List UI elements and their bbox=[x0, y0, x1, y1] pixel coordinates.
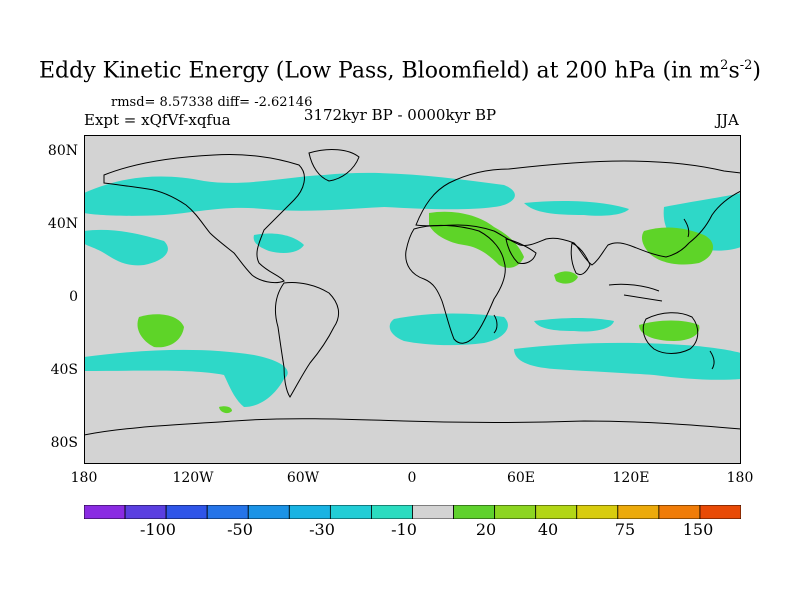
y-tick-80s: 80S bbox=[50, 435, 78, 451]
eurasia-outline bbox=[415, 160, 741, 266]
india-outline bbox=[570, 242, 591, 276]
colorbar-label-neg100: -100 bbox=[140, 520, 176, 539]
indonesia-outline bbox=[608, 283, 663, 302]
x-tick-120w: 120W bbox=[172, 470, 214, 486]
greenland-outline bbox=[308, 149, 360, 182]
season-label: JJA bbox=[716, 111, 739, 129]
colorbar bbox=[84, 505, 741, 519]
y-tick-0: 0 bbox=[69, 289, 78, 305]
colorbar-label-neg30: -30 bbox=[309, 520, 335, 539]
x-tick-180e: 180 bbox=[726, 470, 754, 486]
colorbar-box bbox=[617, 505, 660, 519]
colorbar-box bbox=[699, 505, 741, 519]
arabia-outline bbox=[505, 238, 537, 264]
colorbar-box bbox=[535, 505, 578, 519]
x-tick-60e: 60E bbox=[506, 470, 536, 486]
australia-outline bbox=[642, 312, 699, 354]
colorbar-label-150: 150 bbox=[682, 520, 714, 539]
map-frame bbox=[84, 135, 741, 464]
colorbar-label-neg50: -50 bbox=[227, 520, 253, 539]
colorbar-label-20: 20 bbox=[475, 520, 497, 539]
colorbar-label-neg10: -10 bbox=[391, 520, 417, 539]
stats-label: rmsd= 8.57338 diff= -2.62146 bbox=[111, 95, 313, 110]
x-tick-180w: 180 bbox=[70, 470, 98, 486]
continent-outlines bbox=[84, 149, 741, 436]
x-tick-120e: 120E bbox=[612, 470, 650, 486]
colorbar-box bbox=[576, 505, 619, 519]
colorbar-box bbox=[371, 505, 413, 519]
x-tick-60w: 60W bbox=[286, 470, 320, 486]
colorbar-box bbox=[453, 505, 496, 519]
colorbar-box bbox=[124, 505, 167, 519]
colorbar-box bbox=[165, 505, 208, 519]
experiment-label: Expt = xQfVf-xqfua bbox=[84, 111, 231, 129]
period-label: 3172kyr BP - 0000kyr BP bbox=[303, 106, 497, 124]
colorbar-label-75: 75 bbox=[614, 520, 636, 539]
new-zealand-outline bbox=[709, 350, 715, 370]
colorbar-label-40: 40 bbox=[537, 520, 559, 539]
x-tick-0: 0 bbox=[407, 470, 417, 486]
y-tick-40n: 40N bbox=[47, 216, 78, 232]
map-title: Eddy Kinetic Energy (Low Pass, Bloomfiel… bbox=[38, 58, 761, 84]
colorbar-box bbox=[247, 505, 290, 519]
colorbar-box bbox=[288, 505, 331, 519]
colorbar-box bbox=[412, 505, 454, 519]
world-map bbox=[84, 135, 741, 464]
colorbar-box bbox=[84, 505, 126, 519]
colorbar-box bbox=[658, 505, 701, 519]
colorbar-box bbox=[206, 505, 249, 519]
africa-outline bbox=[405, 224, 506, 344]
south-america-outline bbox=[275, 282, 340, 398]
japan-outline bbox=[683, 218, 690, 238]
y-tick-80n: 80N bbox=[47, 143, 78, 159]
madagascar-outline bbox=[493, 314, 498, 334]
y-tick-40s: 40S bbox=[50, 362, 78, 378]
colorbar-box bbox=[329, 505, 372, 519]
north-america-outline bbox=[103, 154, 305, 284]
colorbar-box bbox=[494, 505, 537, 519]
antarctica-outline bbox=[84, 418, 741, 436]
